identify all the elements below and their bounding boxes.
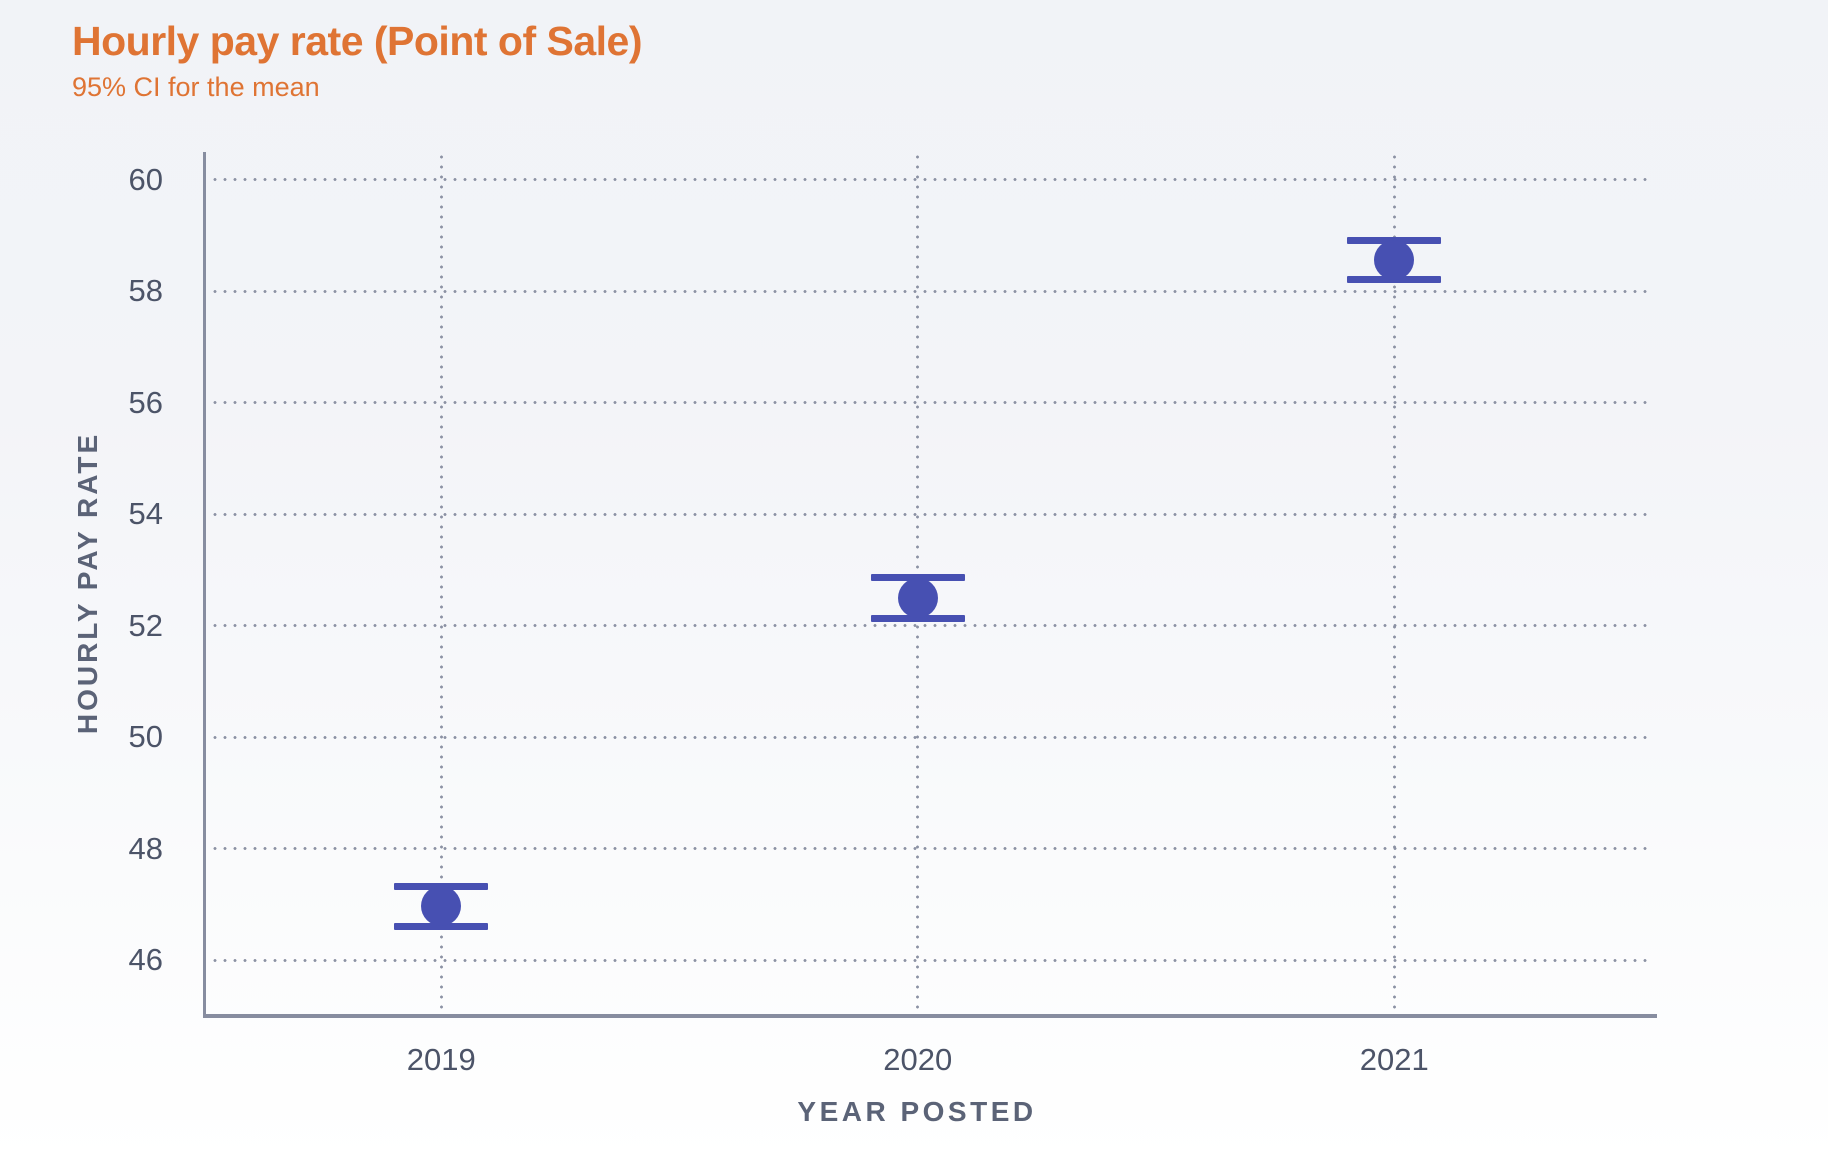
y-tick-label: 60 [128,161,163,197]
y-axis-line [203,152,206,1018]
mean-point [421,886,462,927]
y-axis-title: HOURLY PAY RATE [72,431,103,735]
ci-cap-upper [394,882,489,890]
ci-cap-lower [394,922,489,930]
y-tick-label: 52 [128,607,163,643]
mean-point [1374,240,1415,281]
x-tick-label: 2021 [1359,1042,1429,1077]
x-tick-label: 2020 [883,1042,953,1077]
chart-title: Hourly pay rate (Point of Sale) [72,18,643,64]
x-gridline [1392,152,1396,1010]
y-gridline [210,624,1652,628]
chart-subtitle: 95% CI for the mean [72,72,320,102]
y-gridline [210,847,1652,851]
y-tick-label: 58 [128,273,163,309]
mean-point [897,577,938,618]
x-axis-title: YEAR POSTED [797,1096,1037,1127]
y-tick-label: 46 [128,942,163,978]
x-tick-label: 2019 [406,1042,476,1077]
x-gridline [439,152,443,1010]
y-gridline [210,401,1652,405]
y-gridline [210,178,1652,182]
y-tick-label: 54 [128,496,163,532]
ci-cap-upper [870,573,965,581]
y-tick-label: 48 [128,830,163,866]
y-gridline [210,512,1652,516]
y-gridline [210,289,1652,293]
x-axis-line [203,1014,1657,1018]
y-tick-label: 50 [128,719,163,755]
ci-cap-lower [870,615,965,623]
y-gridline [210,958,1652,962]
y-tick-label: 56 [128,384,163,420]
y-gridline [210,735,1652,739]
